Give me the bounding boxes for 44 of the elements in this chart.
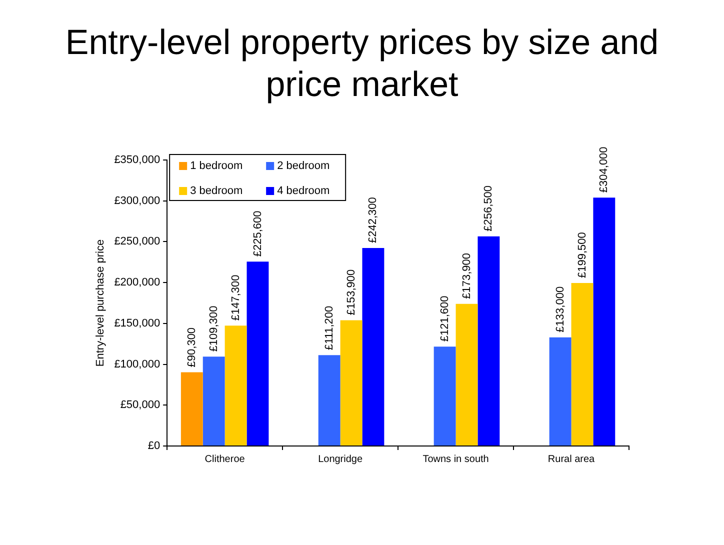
data-label: £173,900 [460, 253, 473, 299]
bar [340, 320, 362, 446]
y-tick-label: £350,000 [114, 154, 160, 166]
x-tick-label: Towns in south [422, 454, 489, 465]
bar [549, 337, 572, 446]
data-label: £225,600 [252, 210, 264, 257]
bar [571, 282, 594, 446]
data-label: £111,200 [323, 306, 336, 350]
bar [593, 198, 616, 446]
data-label: £153,900 [345, 269, 358, 316]
data-label: £109,300 [208, 306, 220, 352]
bar [224, 326, 247, 446]
data-label: £133,000 [554, 286, 566, 332]
x-tick-label: Clitheroe [204, 454, 246, 465]
data-label: £147,300 [230, 274, 242, 321]
y-tick-label: £200,000 [114, 276, 160, 289]
y-tick-label: £50,000 [120, 399, 160, 412]
legend-label: 2 bedroom [277, 160, 330, 172]
legend-label: 4 bedroom [277, 185, 330, 198]
data-label: £256,500 [482, 186, 495, 232]
data-label: £304,000 [598, 146, 610, 193]
bar [434, 346, 456, 446]
data-label: £199,500 [576, 232, 588, 278]
bar [362, 248, 384, 446]
bar [478, 236, 500, 446]
data-label: £90,300 [186, 327, 198, 368]
legend-label: 3 bedroom [190, 185, 243, 198]
y-tick-label: £100,000 [114, 358, 160, 370]
data-label: £121,600 [438, 296, 451, 342]
legend-label: 1 bedroom [190, 160, 243, 172]
data-label: £242,300 [367, 197, 380, 244]
y-tick-label: £150,000 [114, 317, 160, 330]
x-tick-label: Longridge [318, 454, 363, 465]
y-axis-title: Entry-level purchase price [94, 239, 107, 367]
bar [246, 262, 269, 446]
bar [180, 372, 203, 446]
bar [202, 356, 225, 446]
y-tick-label: £300,000 [114, 194, 160, 207]
bar [456, 304, 478, 446]
y-tick-label: £0 [148, 440, 160, 452]
y-tick-label: £250,000 [114, 236, 160, 248]
x-tick-label: Rural area [548, 454, 596, 465]
chart-title: Entry-level property prices by size and price market [64, 22, 660, 106]
bar [318, 355, 340, 446]
